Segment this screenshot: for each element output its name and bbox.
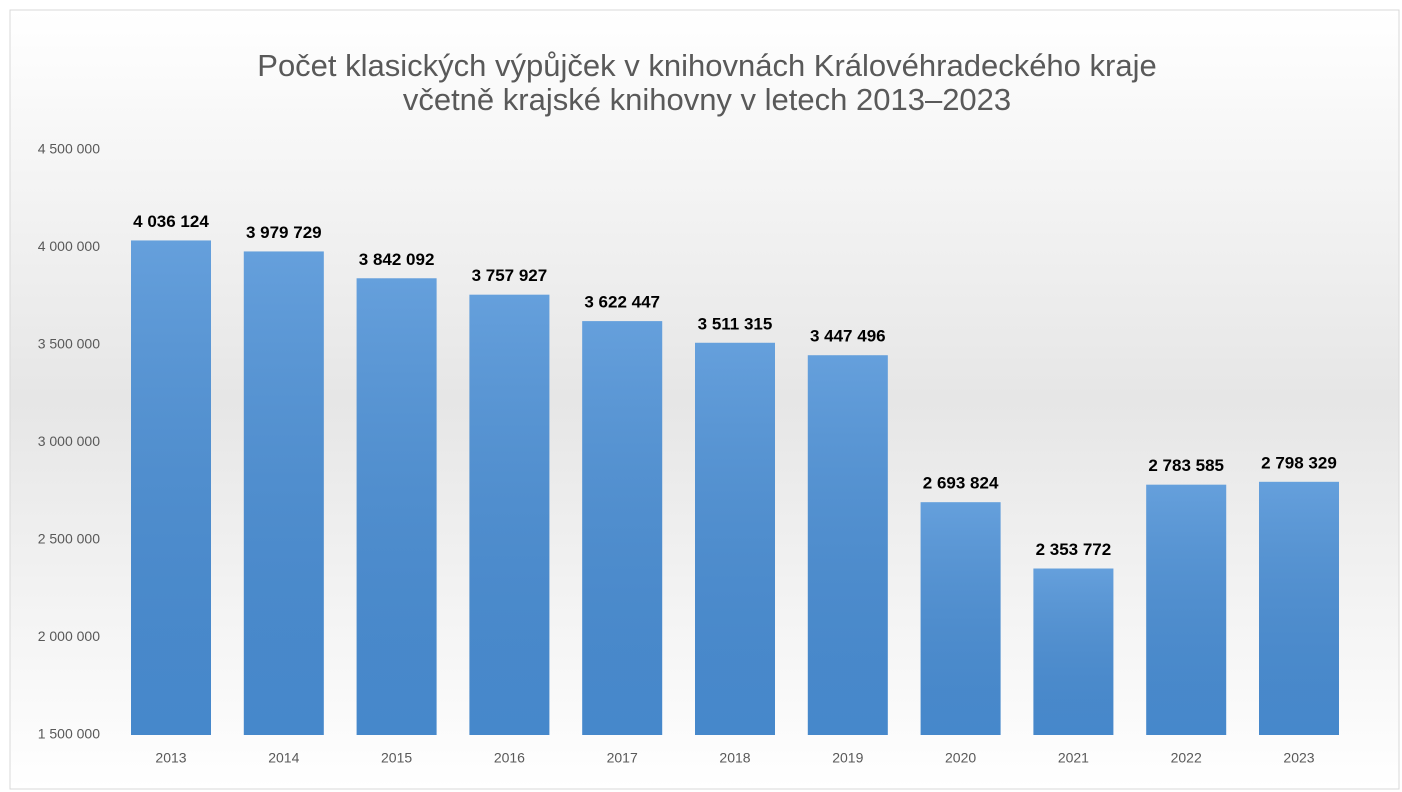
data-label: 3 979 729	[246, 223, 322, 242]
bar	[356, 278, 437, 735]
x-tick-label: 2020	[945, 750, 976, 766]
y-tick-label: 4 000 000	[38, 238, 100, 254]
x-tick-label: 2021	[1058, 750, 1089, 766]
data-label: 4 036 124	[133, 212, 209, 231]
bar	[582, 321, 663, 735]
data-label: 3 757 927	[472, 266, 548, 285]
y-tick-label: 3 500 000	[38, 336, 100, 352]
x-tick-label: 2022	[1171, 750, 1202, 766]
x-tick-label: 2014	[268, 750, 299, 766]
data-label: 3 622 447	[584, 293, 660, 312]
bar	[807, 355, 888, 735]
bar	[469, 294, 550, 735]
bar	[1146, 484, 1227, 735]
x-tick-label: 2023	[1283, 750, 1314, 766]
y-tick-label: 3 000 000	[38, 433, 100, 449]
y-tick-label: 1 500 000	[38, 726, 100, 742]
data-label: 2 798 329	[1261, 453, 1337, 472]
bar	[131, 240, 211, 736]
bar	[1033, 568, 1114, 735]
x-tick-label: 2017	[607, 750, 638, 766]
data-label: 2 783 585	[1148, 456, 1224, 475]
x-tick-label: 2016	[494, 750, 525, 766]
data-label: 3 447 496	[810, 327, 886, 346]
y-tick-label: 4 500 000	[38, 141, 100, 157]
chart-title: Počet klasických výpůjček v knihovnách K…	[257, 48, 1156, 83]
chart-title: včetně krajské knihovny v letech 2013–20…	[403, 82, 1011, 117]
data-label: 2 353 772	[1036, 540, 1112, 559]
bar	[920, 502, 1001, 735]
y-tick-label: 2 000 000	[38, 628, 100, 644]
y-tick-label: 2 500 000	[38, 531, 100, 547]
x-tick-label: 2019	[832, 750, 863, 766]
bar	[243, 251, 324, 735]
bar	[1259, 481, 1339, 735]
data-label: 2 693 824	[923, 474, 999, 493]
x-tick-label: 2015	[381, 750, 412, 766]
x-tick-label: 2018	[719, 750, 750, 766]
data-label: 3 842 092	[359, 250, 435, 269]
x-tick-label: 2013	[155, 750, 186, 766]
data-label: 3 511 315	[698, 314, 773, 333]
bar	[695, 342, 775, 735]
